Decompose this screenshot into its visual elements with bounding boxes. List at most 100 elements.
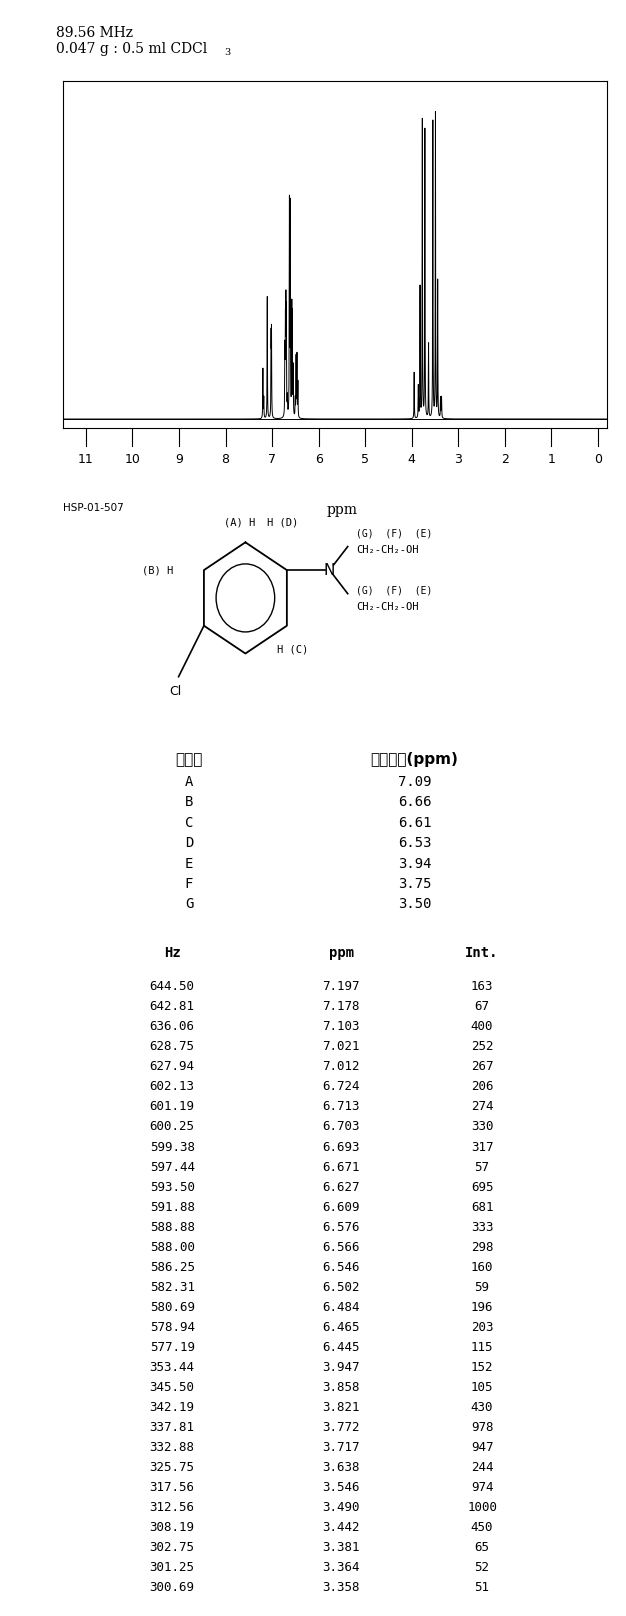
Text: 6.713: 6.713: [322, 1100, 360, 1113]
Text: ppm: ppm: [329, 947, 354, 960]
Text: 206: 206: [471, 1081, 493, 1094]
Text: 6.703: 6.703: [322, 1120, 360, 1133]
Text: 3.364: 3.364: [322, 1561, 360, 1574]
Text: 6.546: 6.546: [322, 1260, 360, 1273]
Text: 3.381: 3.381: [322, 1542, 360, 1555]
Text: 337.81: 337.81: [150, 1420, 195, 1433]
Text: 586.25: 586.25: [150, 1260, 195, 1273]
Text: Cl: Cl: [170, 685, 182, 698]
Text: 7.09: 7.09: [398, 774, 431, 789]
Text: 601.19: 601.19: [150, 1100, 195, 1113]
Text: 244: 244: [471, 1461, 493, 1474]
Text: 628.75: 628.75: [150, 1041, 195, 1054]
Text: 312.56: 312.56: [150, 1501, 195, 1514]
Text: 317.56: 317.56: [150, 1482, 195, 1495]
Text: 978: 978: [471, 1420, 493, 1433]
Text: 644.50: 644.50: [150, 981, 195, 994]
Text: CH₂-CH₂-OH: CH₂-CH₂-OH: [356, 545, 419, 554]
Text: 330: 330: [471, 1120, 493, 1133]
Text: 302.75: 302.75: [150, 1542, 195, 1555]
Text: 67: 67: [475, 1000, 490, 1013]
Text: 3.442: 3.442: [322, 1521, 360, 1534]
Text: 947: 947: [471, 1441, 493, 1454]
Text: 591.88: 591.88: [150, 1201, 195, 1214]
Text: G: G: [185, 897, 193, 911]
Text: 588.00: 588.00: [150, 1241, 195, 1254]
Text: 400: 400: [471, 1020, 493, 1033]
Text: 6.693: 6.693: [322, 1141, 360, 1154]
Text: 3.94: 3.94: [398, 856, 431, 871]
Text: 2: 2: [501, 454, 509, 467]
Text: 0: 0: [594, 454, 602, 467]
Text: 6.445: 6.445: [322, 1341, 360, 1354]
Text: 599.38: 599.38: [150, 1141, 195, 1154]
Text: 59: 59: [475, 1281, 490, 1294]
Text: 6.609: 6.609: [322, 1201, 360, 1214]
Text: 51: 51: [475, 1582, 490, 1595]
Text: 252: 252: [471, 1041, 493, 1054]
Text: 301.25: 301.25: [150, 1561, 195, 1574]
Text: HSP-01-507: HSP-01-507: [63, 503, 123, 512]
Text: 3.772: 3.772: [322, 1420, 360, 1433]
Text: 3.858: 3.858: [322, 1382, 360, 1395]
Text: 9: 9: [175, 454, 183, 467]
Text: 6.502: 6.502: [322, 1281, 360, 1294]
Text: 152: 152: [471, 1361, 493, 1374]
Text: 6.53: 6.53: [398, 835, 431, 850]
Text: A: A: [185, 774, 193, 789]
Text: 3.50: 3.50: [398, 897, 431, 911]
Text: 3.717: 3.717: [322, 1441, 360, 1454]
Text: 602.13: 602.13: [150, 1081, 195, 1094]
Text: 333: 333: [471, 1220, 493, 1233]
Text: 1000: 1000: [467, 1501, 497, 1514]
Text: 3.821: 3.821: [322, 1401, 360, 1414]
Text: 10: 10: [125, 454, 140, 467]
Text: 3.75: 3.75: [398, 877, 431, 890]
Text: 578.94: 578.94: [150, 1320, 195, 1333]
Text: H (D): H (D): [267, 519, 298, 528]
Text: 588.88: 588.88: [150, 1220, 195, 1233]
Text: 353.44: 353.44: [150, 1361, 195, 1374]
Text: 57: 57: [475, 1160, 490, 1173]
Text: 3.947: 3.947: [322, 1361, 360, 1374]
Text: 7.103: 7.103: [322, 1020, 360, 1033]
Text: 3: 3: [224, 47, 230, 57]
Text: (G)  (F)  (E): (G) (F) (E): [356, 585, 433, 595]
Text: E: E: [185, 856, 193, 871]
Text: 325.75: 325.75: [150, 1461, 195, 1474]
Text: 577.19: 577.19: [150, 1341, 195, 1354]
Text: 6.66: 6.66: [398, 795, 431, 810]
Text: (B) H: (B) H: [141, 566, 173, 575]
Text: 3.546: 3.546: [322, 1482, 360, 1495]
Text: 642.81: 642.81: [150, 1000, 195, 1013]
Text: 3: 3: [454, 454, 462, 467]
Text: 6.566: 6.566: [322, 1241, 360, 1254]
Text: 89.56 MHz: 89.56 MHz: [56, 26, 133, 40]
Text: 636.06: 636.06: [150, 1020, 195, 1033]
Text: D: D: [185, 835, 193, 850]
Text: 标记氢: 标记氢: [175, 751, 203, 768]
Text: 298: 298: [471, 1241, 493, 1254]
Text: 580.69: 580.69: [150, 1301, 195, 1314]
Text: 6.61: 6.61: [398, 816, 431, 829]
Text: 6: 6: [315, 454, 322, 467]
Text: (A) H: (A) H: [224, 519, 255, 528]
Text: Int.: Int.: [465, 947, 499, 960]
Text: 7.178: 7.178: [322, 1000, 360, 1013]
Text: 681: 681: [471, 1201, 493, 1214]
Text: 7.012: 7.012: [322, 1060, 360, 1073]
Text: C: C: [185, 816, 193, 829]
Text: 196: 196: [471, 1301, 493, 1314]
Text: 160: 160: [471, 1260, 493, 1273]
Text: 52: 52: [475, 1561, 490, 1574]
Text: 582.31: 582.31: [150, 1281, 195, 1294]
Text: 7.021: 7.021: [322, 1041, 360, 1054]
Text: B: B: [185, 795, 193, 810]
Text: 3.638: 3.638: [322, 1461, 360, 1474]
Text: Hz: Hz: [164, 947, 180, 960]
Text: 6.724: 6.724: [322, 1081, 360, 1094]
Text: 203: 203: [471, 1320, 493, 1333]
Text: ppm: ppm: [326, 503, 357, 517]
Text: 267: 267: [471, 1060, 493, 1073]
Text: N: N: [324, 562, 335, 577]
